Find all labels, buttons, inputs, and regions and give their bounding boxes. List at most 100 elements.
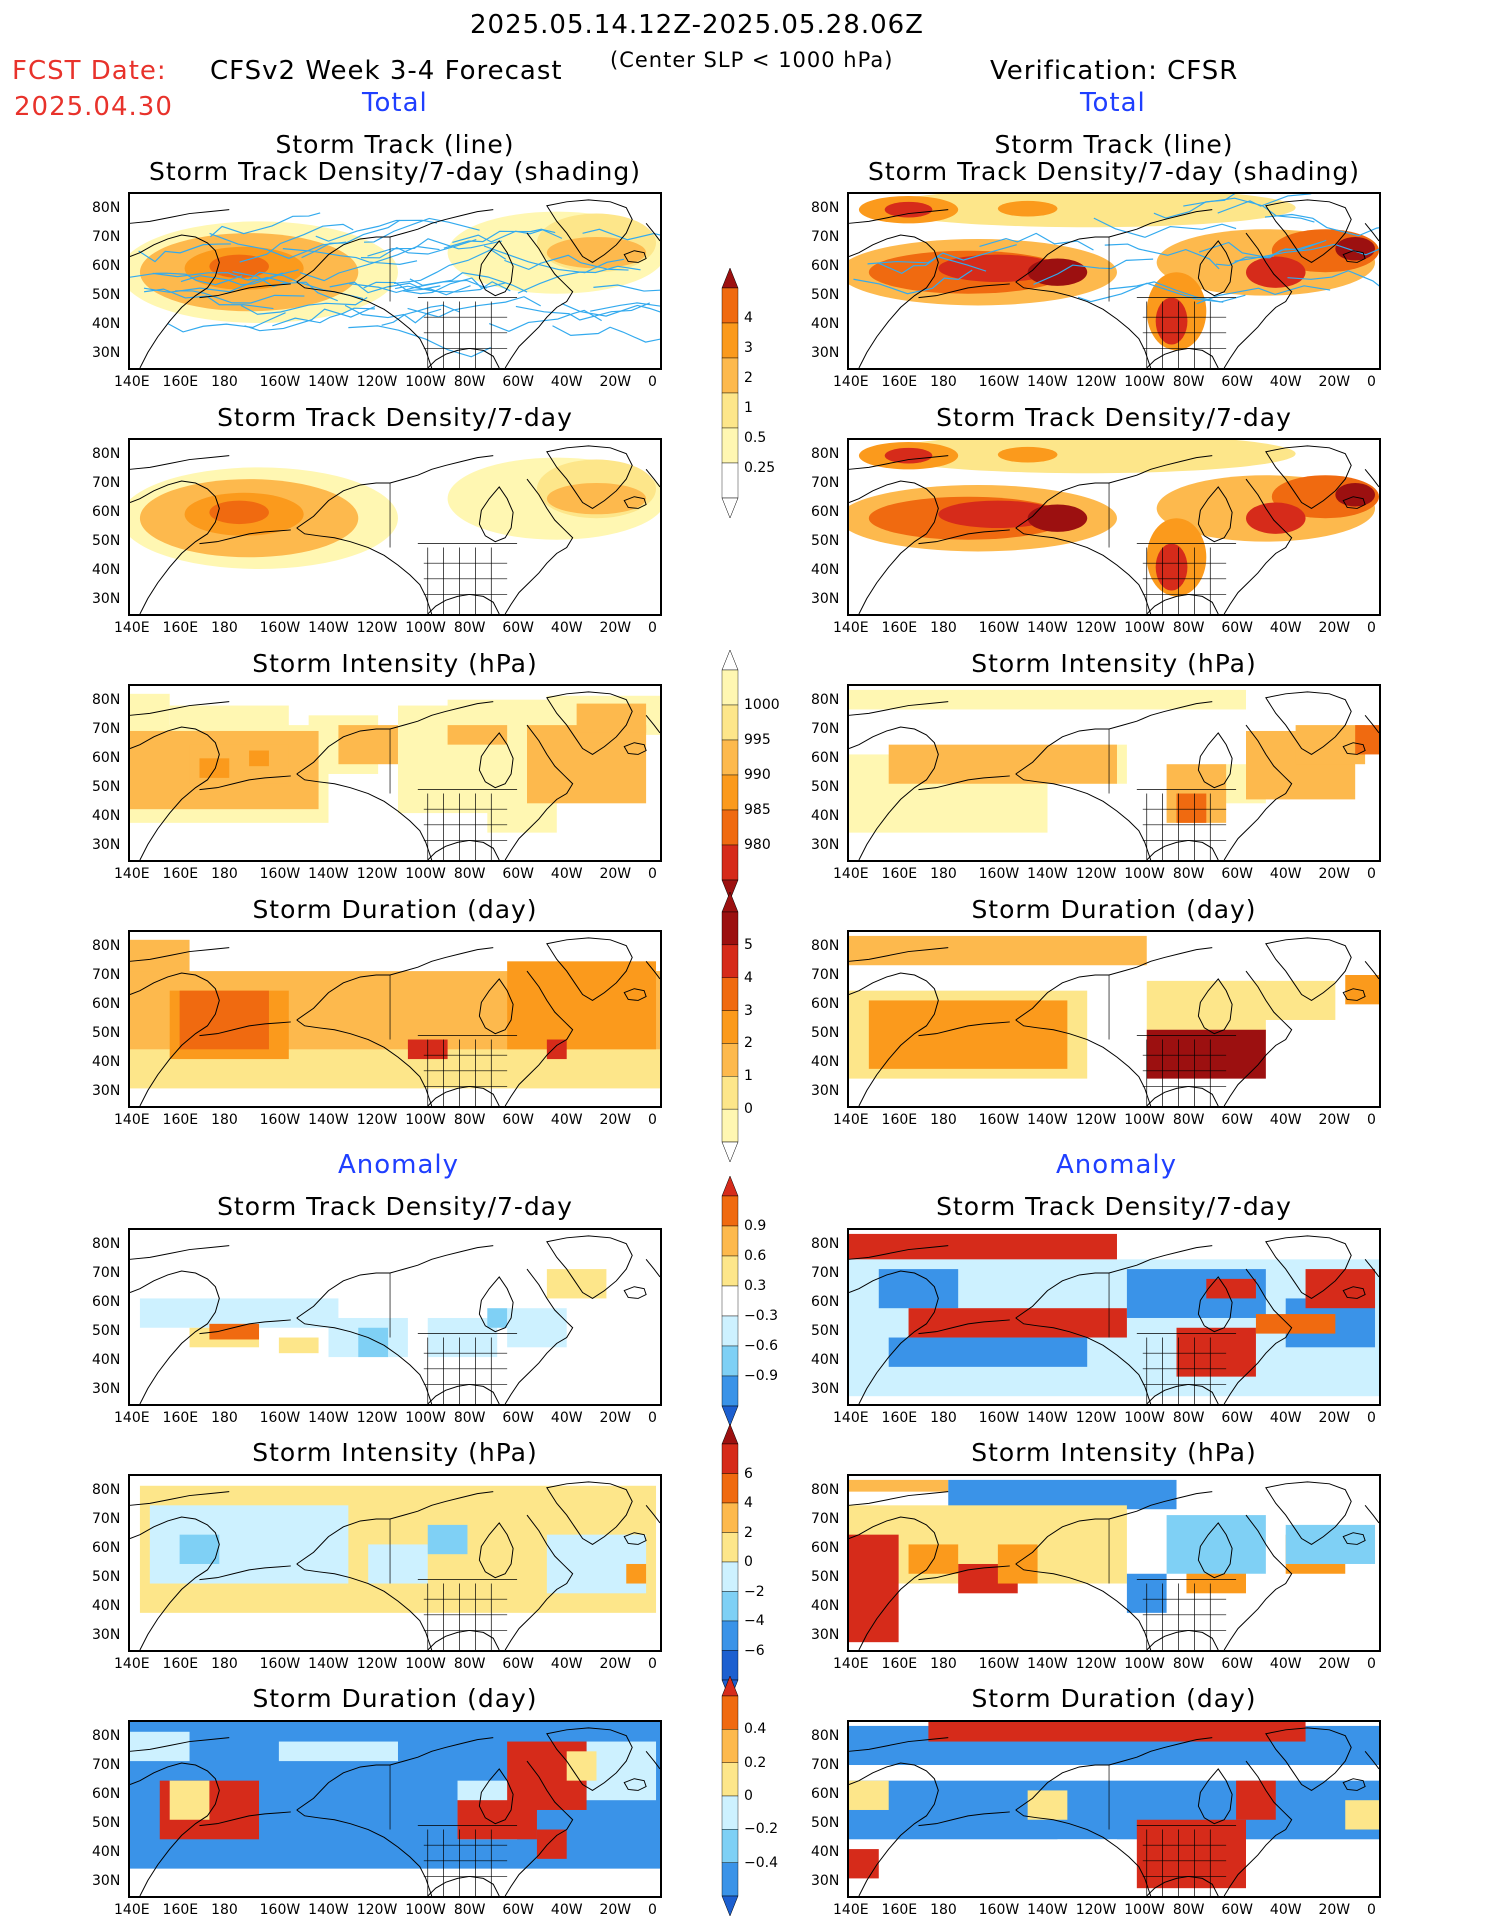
map-canvas [130, 937, 660, 1106]
lon-tick-label: 40W [550, 866, 583, 882]
lon-tick-label: 40W [550, 374, 583, 390]
title-density-anom-right: Storm Track Density/7-day [936, 1192, 1292, 1221]
lon-tick-label: 140W [308, 1902, 349, 1918]
colorbar-density-anomaly-tick-label: 0.6 [744, 1248, 767, 1264]
lon-tick-label: 160E [162, 374, 199, 390]
lat-tick-label: 70N [811, 721, 840, 737]
lon-tick-label: 60W [502, 1902, 535, 1918]
lat-tick-label: 70N [92, 721, 121, 737]
lon-tick-label: 80W [453, 1902, 486, 1918]
lon-tick-label: 0 [1367, 1410, 1376, 1426]
criterion: (Center SLP < 1000 hPa) [610, 48, 894, 72]
map-canvas [849, 1479, 1379, 1650]
lon-tick-label: 180 [930, 866, 957, 882]
map-panel-intensity-left [128, 684, 662, 862]
colorbar-density-total [721, 268, 739, 518]
lon-tick-label: 160E [881, 1410, 918, 1426]
lon-tick-label: 40W [1269, 1656, 1302, 1672]
lat-tick-label: 40N [811, 1054, 840, 1070]
lat-tick-label: 50N [811, 287, 840, 303]
lon-tick-label: 180 [211, 1656, 238, 1672]
lat-tick-label: 50N [92, 287, 121, 303]
lon-tick-label: 120W [356, 374, 398, 390]
colorbar-intensity-anomaly-tick-label: 4 [744, 1495, 753, 1511]
lon-tick-label: 100W [1124, 620, 1165, 636]
lat-tick-label: 40N [92, 808, 121, 824]
lon-tick-label: 140W [1027, 1410, 1068, 1426]
lon-tick-label: 140W [1027, 374, 1068, 390]
map-panel-track-left [128, 192, 662, 370]
lon-tick-label: 160W [978, 1410, 1020, 1426]
lon-tick-label: 120W [356, 1112, 398, 1128]
lon-tick-label: 140E [114, 1656, 150, 1672]
lon-tick-label: 40W [1269, 374, 1302, 390]
lat-tick-label: 80N [811, 1728, 840, 1744]
lat-tick-label: 80N [92, 446, 121, 462]
lon-tick-label: 160W [978, 1902, 1020, 1918]
lat-tick-label: 40N [811, 316, 840, 332]
lon-tick-label: 120W [1075, 1902, 1117, 1918]
lon-tick-label: 40W [1269, 866, 1302, 882]
title-intensity-right: Storm Intensity (hPa) [971, 649, 1257, 678]
lon-tick-label: 120W [1075, 1656, 1117, 1672]
lon-tick-label: 160W [978, 1112, 1020, 1128]
lat-tick-label: 60N [92, 996, 121, 1012]
lat-tick-label: 40N [811, 808, 840, 824]
lon-tick-label: 20W [1318, 620, 1351, 636]
lon-tick-label: 160W [978, 374, 1020, 390]
title-track-density-shading-right: Storm Track Density/7-day (shading) [867, 157, 1361, 186]
lon-tick-label: 140W [308, 620, 349, 636]
lon-tick-label: 120W [1075, 866, 1117, 882]
lon-tick-label: 80W [1172, 1656, 1205, 1672]
lat-tick-label: 30N [92, 1381, 121, 1397]
lon-tick-label: 80W [1172, 866, 1205, 882]
title-intensity-anom-right: Storm Intensity (hPa) [971, 1438, 1257, 1467]
title-duration-anom-left: Storm Duration (day) [252, 1684, 538, 1713]
lon-tick-label: 20W [1318, 1112, 1351, 1128]
colorbar-density-anomaly-tick-label: −0.6 [744, 1338, 778, 1354]
lat-tick-label: 80N [92, 200, 121, 216]
lon-tick-label: 0 [1367, 1656, 1376, 1672]
lat-tick-label: 50N [92, 533, 121, 549]
lon-tick-label: 160E [881, 866, 918, 882]
lon-tick-label: 140E [114, 866, 150, 882]
map-panel-track-right [847, 192, 1381, 370]
lon-tick-label: 140E [114, 1902, 150, 1918]
lon-tick-label: 100W [405, 374, 446, 390]
colorbar-density-total-tick-label: 4 [744, 310, 753, 326]
lon-tick-label: 100W [405, 1410, 446, 1426]
map-panel-density-anomaly-left [128, 1228, 662, 1406]
lat-tick-label: 70N [92, 1265, 121, 1281]
colorbar-duration-total-tick-label: 4 [744, 969, 753, 986]
title-track-density-shading-left: Storm Track Density/7-day (shading) [148, 157, 642, 186]
lon-tick-label: 120W [1075, 1410, 1117, 1426]
lon-tick-label: 140E [114, 1112, 150, 1128]
lon-tick-label: 0 [648, 620, 657, 636]
lon-tick-label: 0 [648, 866, 657, 882]
lon-tick-label: 0 [648, 1410, 657, 1426]
lon-tick-label: 160E [881, 1902, 918, 1918]
lat-tick-label: 80N [92, 1728, 121, 1744]
lon-tick-label: 20W [1318, 1902, 1351, 1918]
lat-tick-label: 60N [811, 504, 840, 520]
lon-tick-label: 40W [550, 620, 583, 636]
lat-tick-label: 30N [92, 345, 121, 361]
lon-tick-label: 80W [453, 374, 486, 390]
lat-tick-label: 50N [811, 1025, 840, 1041]
lat-tick-label: 60N [92, 1294, 121, 1310]
lon-tick-label: 140E [833, 1656, 869, 1672]
lat-tick-label: 40N [92, 562, 121, 578]
title-duration-right: Storm Duration (day) [971, 895, 1257, 924]
colorbar-density-total-tick-label: 2 [744, 370, 753, 386]
lat-tick-label: 70N [92, 475, 121, 491]
lon-tick-label: 80W [1172, 620, 1205, 636]
lon-tick-label: 160E [162, 1656, 199, 1672]
lon-tick-label: 140W [1027, 620, 1068, 636]
lon-tick-label: 140W [308, 1410, 349, 1426]
lat-tick-label: 30N [811, 345, 840, 361]
title-duration-left: Storm Duration (day) [252, 895, 538, 924]
lon-tick-label: 120W [1075, 620, 1117, 636]
lon-tick-label: 100W [1124, 1410, 1165, 1426]
lon-tick-label: 140E [833, 620, 869, 636]
colorbar-duration-anomaly-tick-label: −0.2 [744, 1821, 778, 1838]
